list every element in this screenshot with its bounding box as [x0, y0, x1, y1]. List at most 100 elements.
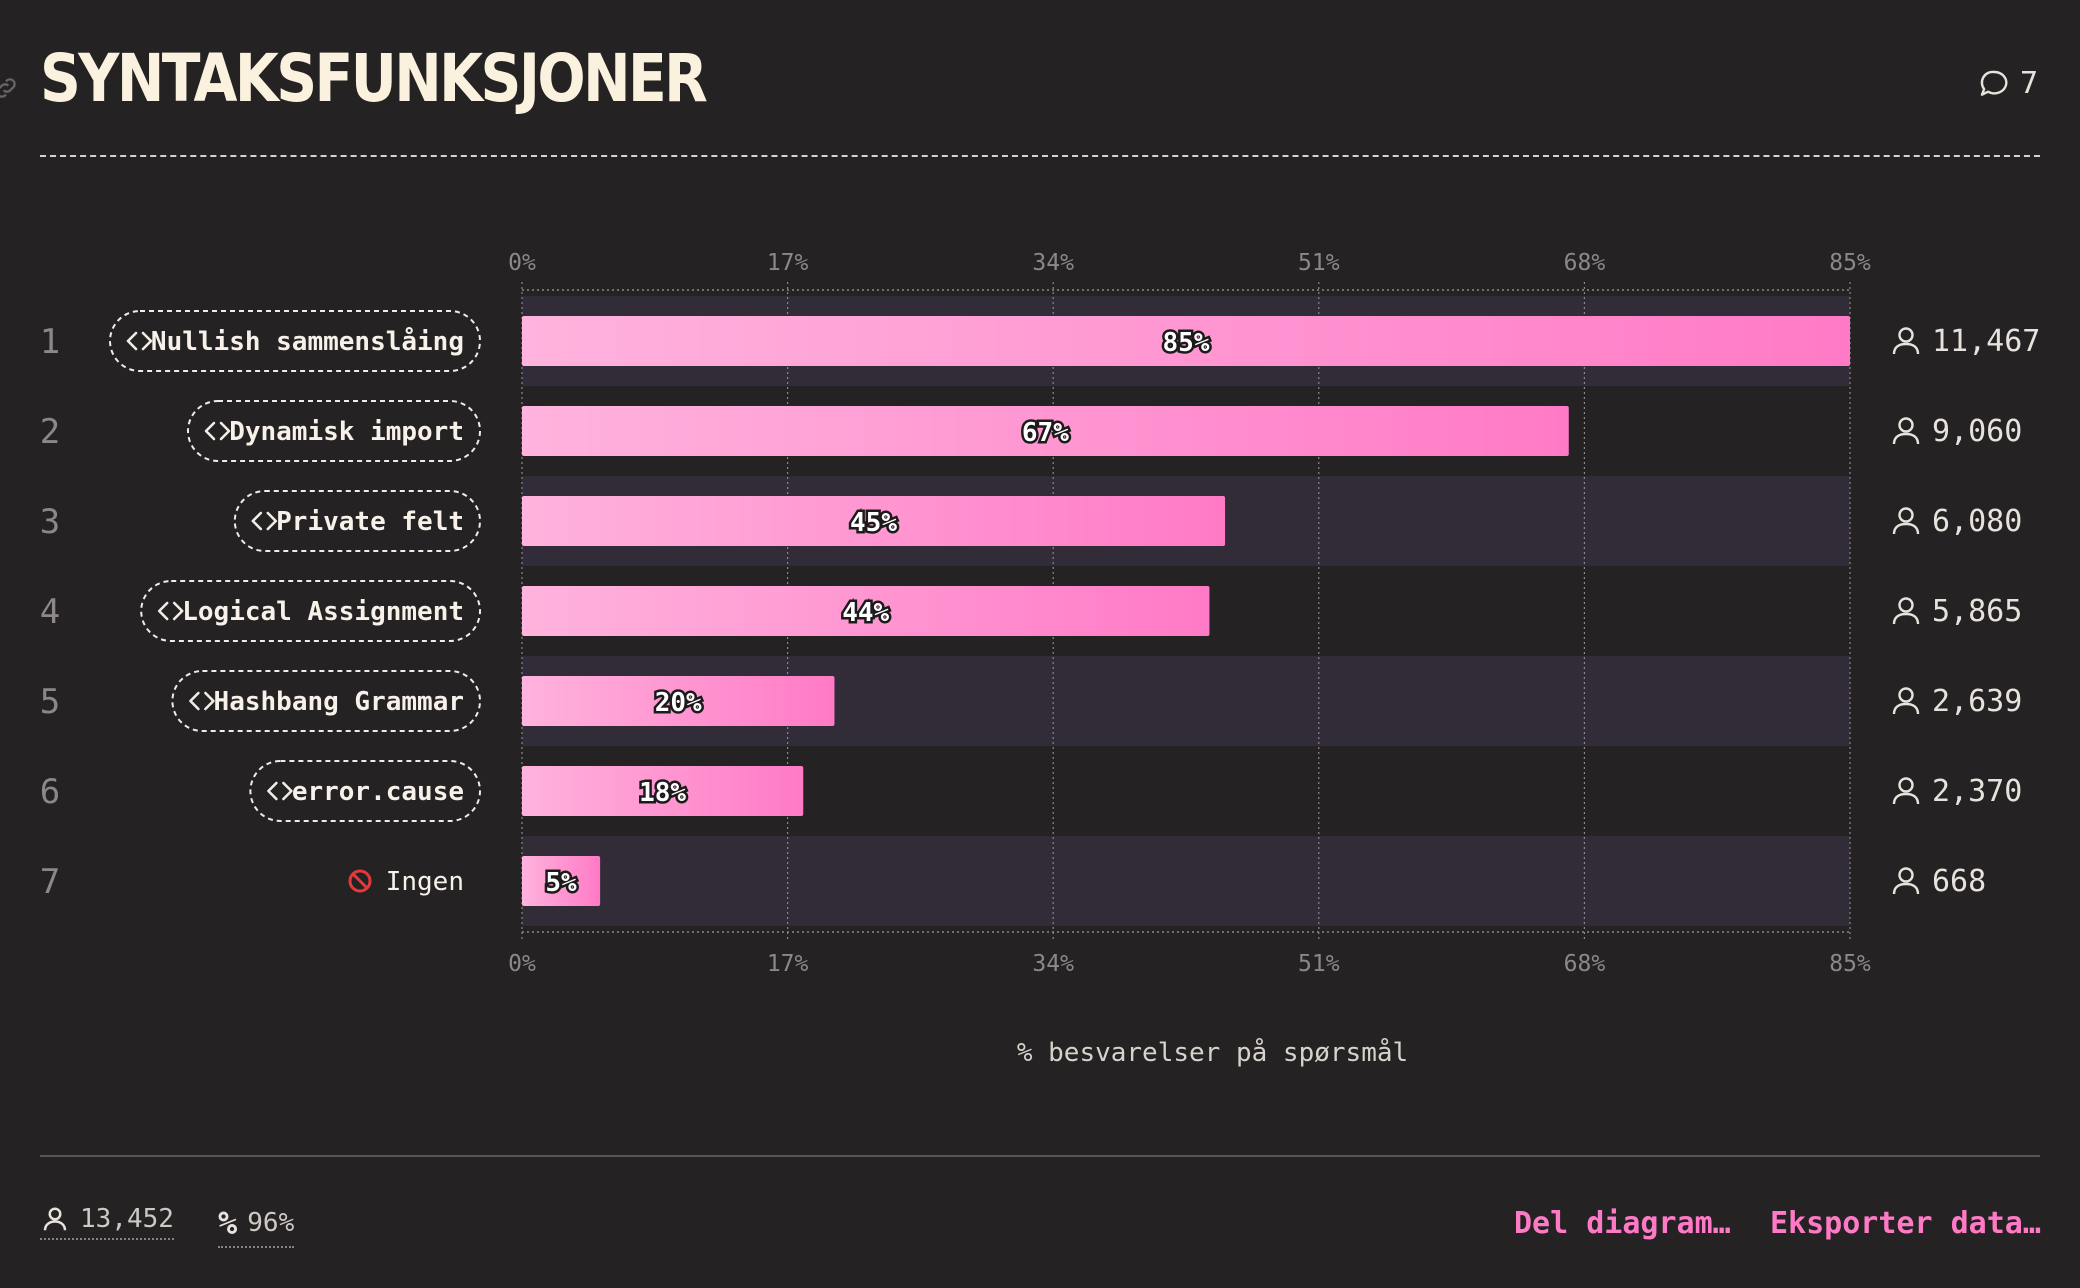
tick-label-top: 17% [767, 250, 809, 276]
link-icon[interactable] [0, 74, 20, 102]
tick-label-bottom: 34% [1032, 951, 1074, 977]
user-icon-body [1892, 792, 1920, 805]
category-text: Private felt [276, 507, 464, 537]
footer-divider [40, 1155, 2040, 1157]
code-icon [251, 511, 278, 531]
category-label[interactable]: error.cause [249, 760, 481, 822]
category-pill [140, 580, 481, 642]
count-text: 11,467 [1932, 324, 2040, 359]
tick-label-bottom: 68% [1564, 951, 1606, 977]
tick-label-bottom: 51% [1298, 951, 1340, 977]
count-text: 2,639 [1932, 684, 2022, 719]
user-icon-body [1892, 612, 1920, 625]
bar[interactable] [522, 676, 835, 726]
category-pill [187, 400, 481, 462]
count-text: 9,060 [1932, 414, 2022, 449]
rank-label: 2 [40, 412, 60, 452]
rank-label: 3 [40, 502, 60, 542]
tick-label-top: 68% [1564, 250, 1606, 276]
x-axis-title: % besvarelser på spørsmål [1016, 1038, 1409, 1068]
bar[interactable] [522, 856, 601, 906]
respondent-count: 11,467 [1892, 324, 2040, 359]
code-icon [267, 781, 293, 801]
category-text: Dynamisk import [229, 417, 464, 447]
user-icon [1898, 327, 1914, 343]
tick-label-top: 51% [1298, 250, 1340, 276]
category-text: error.cause [292, 777, 464, 807]
category-text: Ingen [386, 867, 464, 897]
rank-label: 5 [40, 682, 60, 722]
category-text: Nullish sammenslåing [151, 325, 464, 357]
respondent-count: 9,060 [1892, 414, 2022, 449]
respondent-count: 2,370 [1892, 774, 2022, 809]
code-icon [157, 601, 184, 621]
respondents-count: 13,452 [80, 1204, 174, 1234]
category-text: Hashbang Grammar [214, 687, 464, 717]
none-icon-slash [351, 872, 369, 890]
bar-value-label: 20% [655, 688, 702, 718]
respondent-count: 6,080 [1892, 504, 2022, 539]
count-text: 6,080 [1932, 504, 2022, 539]
export-data-button[interactable]: Eksporter data… [1770, 1206, 2041, 1241]
category-text: Logical Assignment [182, 597, 464, 627]
bar-value-label: 67% [1022, 418, 1069, 448]
category-label[interactable]: Ingen [348, 867, 464, 897]
category-pill [249, 760, 481, 822]
row-stripe [522, 836, 1850, 926]
bar[interactable] [522, 406, 1569, 456]
bar-value-label: 18% [639, 778, 686, 808]
bar[interactable] [522, 586, 1210, 636]
share-chart-button[interactable]: Del diagram… [1514, 1206, 1731, 1241]
bar[interactable] [522, 316, 1850, 366]
respondent-count: 2,639 [1892, 684, 2022, 719]
user-icon [1898, 417, 1914, 433]
user-icon [1898, 597, 1914, 613]
user-icon [1898, 777, 1914, 793]
rank-label: 7 [40, 862, 60, 902]
rank-label: 4 [40, 592, 60, 632]
page-title: SYNTAKSFUNKSJONER [40, 40, 708, 117]
bar[interactable] [522, 496, 1226, 546]
comment-icon [1980, 70, 2008, 96]
percent-stat[interactable]: % 96% [218, 1204, 295, 1248]
category-label[interactable]: Logical Assignment [140, 580, 481, 642]
user-icon [1898, 867, 1914, 883]
tick-label-bottom: 17% [767, 951, 809, 977]
category-pill [233, 490, 481, 552]
bar-value-label: 85% [1163, 328, 1210, 358]
bar-value-label: 45% [850, 508, 897, 538]
count-text: 5,865 [1932, 594, 2022, 629]
title-divider [40, 155, 2040, 157]
category-label[interactable]: Private felt [233, 490, 481, 552]
bar-chart: 0%0%17%17%34%34%51%51%68%68%85%85% 85%67… [40, 250, 2041, 977]
code-icon [189, 691, 215, 711]
count-text: 2,370 [1932, 774, 2022, 809]
user-icon [43, 1207, 67, 1231]
bar[interactable] [522, 766, 804, 816]
rank-label: 6 [40, 772, 60, 812]
tick-label-bottom: 0% [508, 951, 536, 977]
count-text: 668 [1932, 864, 1986, 899]
user-icon-body [1892, 702, 1920, 715]
respondents-stat[interactable]: 13,452 [40, 1204, 174, 1240]
category-label[interactable]: Hashbang Grammar [171, 670, 481, 732]
none-icon [348, 869, 372, 893]
comments-button[interactable]: 7 [1978, 66, 2038, 101]
user-icon-body [1892, 432, 1920, 445]
category-pill [109, 310, 481, 372]
tick-label-top: 34% [1032, 250, 1074, 276]
bar-value-label: 5% [545, 868, 577, 898]
user-icon-body [1892, 882, 1920, 895]
category-label[interactable]: Dynamisk import [187, 400, 481, 462]
rank-label: 1 [40, 322, 60, 362]
code-icon [204, 421, 231, 441]
respondent-count: 5,865 [1892, 594, 2022, 629]
user-icon-body [1892, 522, 1920, 535]
code-icon [126, 331, 153, 351]
tick-label-bottom: 85% [1829, 951, 1871, 977]
user-icon-body [1892, 342, 1920, 355]
tick-label-top: 0% [508, 250, 536, 276]
user-icon [1898, 507, 1914, 523]
percent-icon: % [218, 1204, 238, 1242]
category-label[interactable]: Nullish sammenslåing [109, 310, 481, 372]
